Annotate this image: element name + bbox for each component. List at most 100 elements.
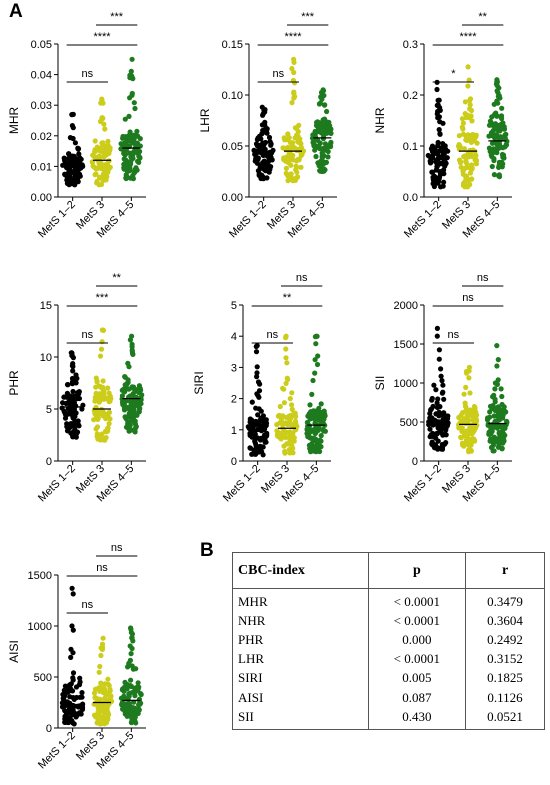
data-point [102, 710, 108, 716]
data-point [64, 390, 70, 396]
y-tick-label: 5 [231, 300, 237, 312]
data-point [285, 376, 291, 382]
data-point [473, 409, 479, 415]
data-point [137, 136, 143, 142]
data-point [67, 405, 73, 411]
significance-label: * [451, 68, 456, 80]
data-point [429, 395, 435, 402]
data-point [434, 333, 440, 339]
data-point [257, 381, 263, 387]
table-header-row: CBC-index p r [232, 552, 545, 589]
data-point [490, 150, 496, 156]
table-cell: 0.005 [367, 668, 467, 688]
y-tick-label: 0.04 [31, 70, 52, 82]
data-point [255, 135, 261, 141]
table-cell: SII [232, 706, 369, 730]
data-point [430, 403, 436, 409]
data-point [129, 341, 135, 347]
data-point [319, 153, 325, 159]
data-point [474, 140, 480, 146]
data-point [283, 355, 289, 361]
data-point [79, 690, 85, 696]
data-point [472, 405, 478, 411]
data-point [281, 386, 287, 392]
data-point [105, 425, 111, 431]
data-point [313, 153, 319, 160]
data-point [328, 139, 334, 145]
data-point [70, 591, 76, 597]
data-point [439, 444, 445, 451]
data-point [473, 158, 479, 165]
data-point [462, 99, 468, 105]
data-point [260, 413, 266, 419]
data-point [498, 436, 504, 442]
data-point [489, 163, 495, 170]
data-point [260, 444, 266, 450]
data-point [97, 118, 104, 125]
data-point [295, 157, 301, 163]
table-cell: < 0.0001 [367, 588, 467, 612]
data-point [130, 172, 136, 179]
data-point [63, 172, 69, 178]
data-point [313, 341, 319, 347]
data-point [468, 113, 474, 119]
data-point [122, 152, 128, 158]
data-point [127, 337, 133, 343]
significance-label: ns [96, 562, 108, 574]
data-point [435, 438, 441, 444]
data-point [70, 627, 76, 633]
data-point [72, 418, 78, 424]
data-point [66, 167, 72, 174]
table-header-cell: CBC-index [232, 552, 369, 589]
data-point [427, 410, 433, 417]
data-point [427, 426, 433, 432]
data-point [281, 135, 287, 141]
data-point [133, 425, 139, 431]
data-point [128, 68, 134, 74]
data-point [124, 405, 130, 411]
data-point [491, 172, 497, 178]
y-tick-label: 0.15 [222, 39, 243, 51]
data-point [137, 143, 143, 149]
data-point [97, 705, 103, 711]
data-point [136, 406, 143, 412]
data-point [438, 366, 444, 372]
data-point [309, 441, 315, 447]
data-point [91, 690, 98, 696]
data-point [69, 688, 76, 694]
data-point [282, 434, 288, 440]
data-point [94, 394, 100, 401]
data-point [247, 419, 253, 425]
data-point [131, 407, 137, 413]
data-point [106, 421, 112, 427]
data-point [435, 115, 441, 121]
data-point [260, 174, 266, 180]
data-point [312, 147, 318, 153]
y-tick-label: 10 [40, 352, 52, 364]
data-point [309, 391, 315, 397]
data-point [291, 59, 297, 65]
data-point [132, 105, 138, 112]
data-point [261, 434, 267, 440]
data-point [261, 158, 267, 164]
data-point [315, 415, 321, 421]
data-point [499, 401, 505, 408]
y-axis-title: SIRI [192, 371, 206, 394]
data-point [106, 146, 112, 152]
significance-label: ns [273, 68, 285, 80]
data-point [137, 398, 143, 405]
data-point [281, 400, 287, 406]
data-point [91, 154, 97, 160]
y-tick-label: 0.3 [403, 39, 418, 51]
data-point [68, 421, 74, 427]
data-point [458, 435, 464, 441]
table-cell: 0.0521 [465, 706, 545, 730]
data-point [458, 159, 464, 165]
data-point [313, 424, 319, 431]
data-point [436, 413, 442, 419]
data-point [293, 421, 299, 427]
data-point [99, 646, 106, 652]
data-point [127, 683, 133, 689]
data-point [120, 133, 126, 140]
